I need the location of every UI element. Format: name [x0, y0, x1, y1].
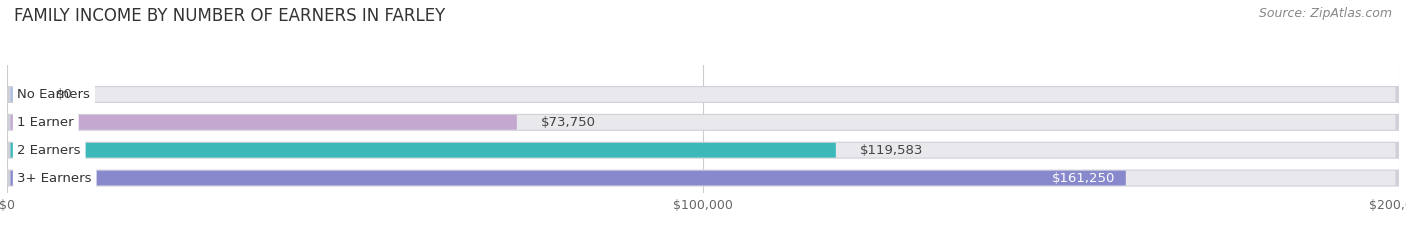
- Text: $119,583: $119,583: [860, 144, 924, 157]
- Text: $73,750: $73,750: [541, 116, 596, 129]
- FancyBboxPatch shape: [10, 171, 1396, 185]
- FancyBboxPatch shape: [10, 171, 1126, 185]
- FancyBboxPatch shape: [7, 86, 1399, 103]
- Text: 3+ Earners: 3+ Earners: [17, 171, 91, 185]
- Text: $0: $0: [56, 88, 73, 101]
- Text: 1 Earner: 1 Earner: [17, 116, 75, 129]
- FancyBboxPatch shape: [10, 143, 1396, 158]
- Text: $161,250: $161,250: [1052, 171, 1115, 185]
- FancyBboxPatch shape: [7, 142, 1399, 159]
- FancyBboxPatch shape: [10, 115, 1396, 130]
- FancyBboxPatch shape: [10, 115, 517, 130]
- FancyBboxPatch shape: [7, 114, 1399, 131]
- FancyBboxPatch shape: [7, 170, 1399, 187]
- FancyBboxPatch shape: [10, 87, 1396, 102]
- Text: No Earners: No Earners: [17, 88, 90, 101]
- FancyBboxPatch shape: [10, 87, 31, 102]
- FancyBboxPatch shape: [10, 143, 835, 158]
- Text: Source: ZipAtlas.com: Source: ZipAtlas.com: [1258, 7, 1392, 20]
- Text: FAMILY INCOME BY NUMBER OF EARNERS IN FARLEY: FAMILY INCOME BY NUMBER OF EARNERS IN FA…: [14, 7, 446, 25]
- Text: 2 Earners: 2 Earners: [17, 144, 82, 157]
